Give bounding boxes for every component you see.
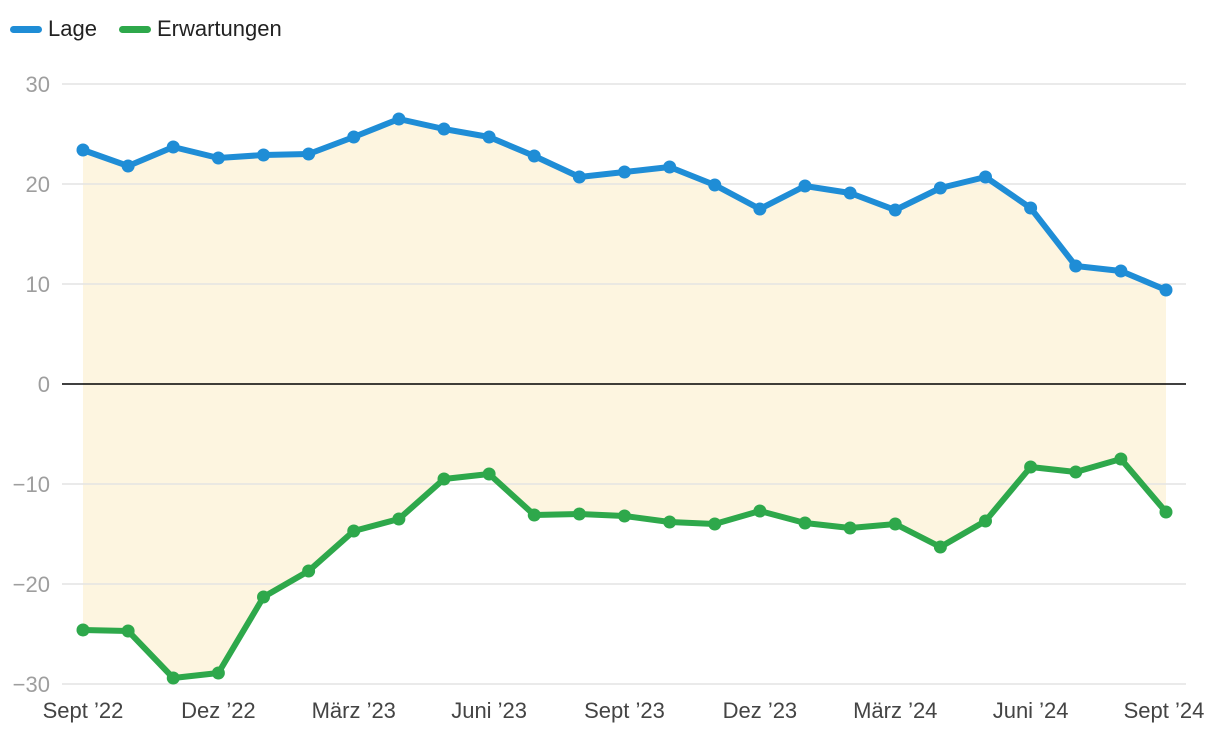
legend-label-erwartungen: Erwartungen: [156, 16, 282, 41]
data-point-erwartungen[interactable]: [166, 671, 180, 685]
legend-swatch-erwartungen: [118, 25, 151, 33]
data-point-erwartungen[interactable]: [392, 512, 406, 526]
y-tick-label: −10: [13, 472, 50, 497]
data-point-erwartungen[interactable]: [76, 623, 90, 637]
data-point-lage[interactable]: [347, 130, 361, 144]
y-tick-label: −20: [13, 572, 50, 597]
data-point-lage[interactable]: [1114, 264, 1128, 278]
data-point-lage[interactable]: [1069, 259, 1083, 273]
y-tick-label: 0: [38, 372, 50, 397]
band-area: [83, 119, 1166, 678]
data-point-lage[interactable]: [663, 160, 677, 174]
data-point-lage[interactable]: [798, 179, 812, 193]
legend-entry-erwartungen[interactable]: Erwartungen: [118, 16, 282, 42]
data-point-lage[interactable]: [753, 202, 767, 216]
data-point-erwartungen[interactable]: [979, 514, 992, 528]
data-point-erwartungen[interactable]: [1069, 465, 1083, 479]
data-point-lage[interactable]: [708, 178, 722, 192]
y-tick-label: 10: [26, 272, 50, 297]
data-point-erwartungen[interactable]: [1114, 452, 1128, 466]
data-point-erwartungen[interactable]: [211, 666, 225, 680]
data-point-lage[interactable]: [933, 181, 947, 195]
data-point-erwartungen[interactable]: [663, 515, 677, 529]
data-point-erwartungen[interactable]: [257, 590, 270, 604]
x-tick-label: Dez ’22: [181, 698, 256, 723]
data-point-lage[interactable]: [211, 151, 225, 165]
data-point-lage[interactable]: [979, 170, 992, 184]
data-point-lage[interactable]: [843, 186, 857, 200]
x-tick-label: März ’24: [853, 698, 937, 723]
x-tick-label: Sept ’23: [584, 698, 665, 723]
data-point-erwartungen[interactable]: [888, 517, 902, 531]
data-point-erwartungen[interactable]: [933, 540, 947, 554]
data-point-lage[interactable]: [76, 143, 90, 157]
legend-swatch-lage: [10, 25, 42, 33]
x-tick-label: Juni ’24: [993, 698, 1069, 723]
data-point-lage[interactable]: [166, 140, 180, 154]
data-point-erwartungen[interactable]: [527, 508, 541, 522]
data-point-erwartungen[interactable]: [347, 524, 361, 538]
x-tick-label: Sept ’22: [43, 698, 124, 723]
data-point-erwartungen[interactable]: [1159, 505, 1173, 519]
y-tick-label: 20: [26, 172, 50, 197]
data-point-lage[interactable]: [1159, 283, 1173, 297]
x-tick-label: Dez ’23: [723, 698, 798, 723]
data-point-lage[interactable]: [618, 165, 631, 179]
legend-label-lage: Lage: [48, 16, 97, 41]
data-point-lage[interactable]: [437, 122, 451, 136]
data-point-erwartungen[interactable]: [437, 472, 451, 486]
data-point-lage[interactable]: [1024, 201, 1038, 215]
x-tick-label: März ’23: [312, 698, 396, 723]
data-point-erwartungen[interactable]: [708, 517, 722, 531]
x-tick-label: Juni ’23: [451, 698, 527, 723]
y-tick-label: 30: [26, 72, 50, 97]
data-point-erwartungen[interactable]: [798, 516, 812, 530]
data-point-lage[interactable]: [482, 130, 496, 144]
data-point-erwartungen[interactable]: [572, 507, 586, 521]
data-point-erwartungen[interactable]: [121, 624, 135, 638]
legend-entry-lage[interactable]: Lage: [10, 16, 97, 42]
data-point-lage[interactable]: [572, 170, 586, 184]
legend: Lage Erwartungen: [10, 16, 282, 42]
data-point-lage[interactable]: [392, 112, 406, 126]
x-tick-label: Sept ’24: [1124, 698, 1205, 723]
data-point-lage[interactable]: [888, 203, 902, 217]
data-point-erwartungen[interactable]: [843, 521, 857, 535]
data-point-erwartungen[interactable]: [302, 564, 316, 578]
y-tick-label: −30: [13, 672, 50, 697]
data-point-erwartungen[interactable]: [753, 504, 767, 518]
data-point-lage[interactable]: [257, 148, 270, 162]
data-point-lage[interactable]: [121, 159, 135, 173]
data-point-lage[interactable]: [302, 147, 316, 161]
data-point-erwartungen[interactable]: [618, 509, 631, 523]
data-point-erwartungen[interactable]: [1024, 460, 1038, 474]
data-point-lage[interactable]: [527, 149, 541, 163]
data-point-erwartungen[interactable]: [482, 467, 496, 481]
